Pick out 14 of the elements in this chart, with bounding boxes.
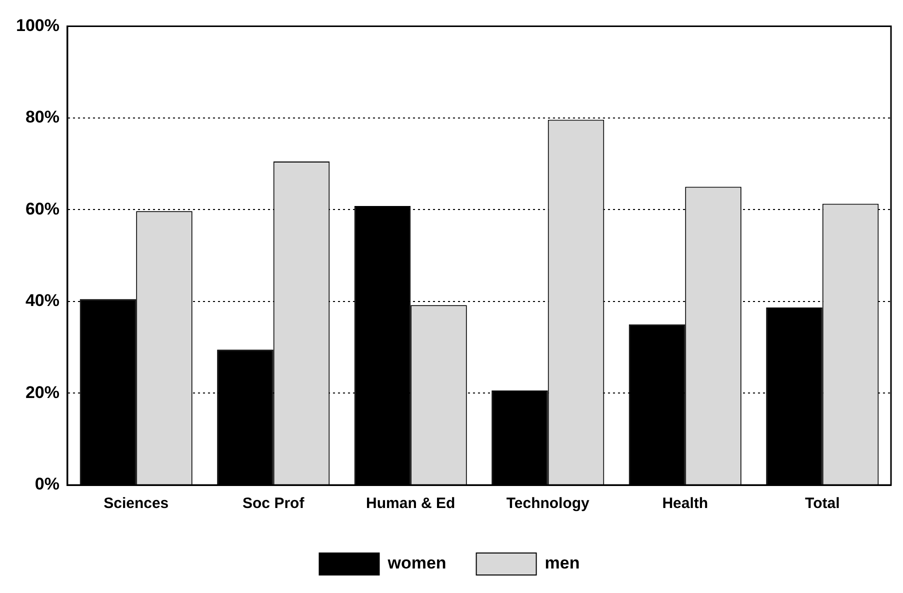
x-tick-label: Sciences <box>104 495 169 512</box>
y-tick-label: 20% <box>25 382 60 402</box>
y-tick-label: 40% <box>25 291 60 310</box>
legend-label: men <box>544 554 580 573</box>
legend-label: women <box>386 554 446 573</box>
x-tick-label: Total <box>805 495 840 512</box>
x-tick-label: Soc Prof <box>242 495 306 512</box>
x-tick-label: Technology <box>506 495 590 512</box>
y-tick-label: 100% <box>16 16 60 35</box>
x-tick-label: Human & Ed <box>366 495 456 512</box>
y-tick-label: 60% <box>25 199 60 218</box>
y-tick-label: 0% <box>34 474 60 494</box>
x-tick-label: Health <box>662 495 708 512</box>
y-tick-label: 80% <box>25 108 60 127</box>
